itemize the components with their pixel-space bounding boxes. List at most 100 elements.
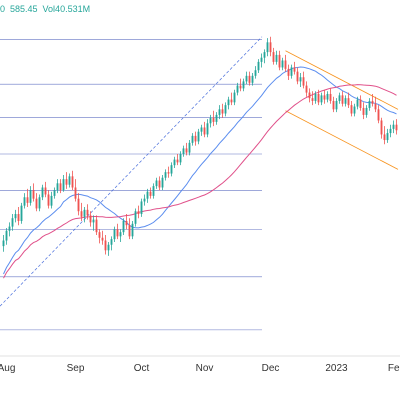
- candle: [83, 207, 86, 223]
- candle: [5, 227, 8, 245]
- candle-body: [95, 219, 98, 233]
- candle: [140, 198, 143, 217]
- candle: [200, 124, 203, 136]
- candle: [68, 173, 71, 188]
- candle: [218, 105, 221, 120]
- candle-body: [281, 60, 284, 68]
- candle: [353, 103, 356, 117]
- candle: [224, 102, 227, 117]
- candle-body: [92, 219, 95, 223]
- candle: [17, 207, 20, 226]
- candle: [239, 78, 242, 92]
- candle: [233, 89, 236, 106]
- candle: [50, 191, 53, 209]
- candle: [350, 100, 353, 117]
- candle-body: [362, 107, 365, 115]
- candle-body: [239, 85, 242, 89]
- candle-body: [80, 211, 83, 217]
- candle: [8, 222, 11, 237]
- candle-body: [155, 180, 158, 187]
- candle: [143, 194, 146, 206]
- candle-body: [50, 195, 53, 206]
- candle-body: [170, 165, 173, 174]
- x-axis: Aug Sep Oct Nov Dec 2023 Feb: [0, 355, 400, 374]
- candle-body: [74, 187, 77, 199]
- candle-body: [107, 244, 110, 251]
- candle: [368, 98, 371, 111]
- candle: [131, 221, 134, 240]
- candle: [89, 211, 92, 227]
- candle-body: [140, 201, 143, 215]
- candle: [203, 121, 206, 138]
- candle-body: [383, 134, 386, 141]
- candle: [146, 188, 149, 203]
- candle: [227, 96, 230, 110]
- candle-body: [230, 99, 233, 103]
- candle-body: [5, 230, 8, 241]
- candle: [272, 47, 275, 65]
- candle-body: [47, 194, 50, 206]
- candle: [80, 202, 83, 221]
- candle-body: [251, 75, 254, 83]
- candle-body: [194, 135, 197, 142]
- candle: [95, 215, 98, 235]
- candle-body: [14, 214, 17, 219]
- candle-body: [248, 75, 251, 83]
- candle: [125, 214, 128, 230]
- candle: [311, 91, 314, 106]
- candle-body: [326, 93, 329, 100]
- candle-body: [41, 187, 44, 198]
- candle: [173, 156, 176, 168]
- candle: [53, 187, 56, 199]
- candle-body: [20, 205, 23, 221]
- candle: [56, 179, 59, 194]
- candle: [38, 194, 41, 212]
- candle-body: [302, 77, 305, 86]
- candle: [164, 169, 167, 181]
- candle: [362, 102, 365, 120]
- candle: [11, 214, 14, 231]
- candle-body: [53, 190, 56, 196]
- candle: [122, 218, 125, 235]
- candle-body: [68, 176, 71, 185]
- candle: [248, 71, 251, 86]
- candle: [221, 103, 224, 118]
- candle-body: [104, 240, 107, 251]
- fibonacci-levels: [0, 39, 262, 331]
- candle-body: [236, 85, 239, 93]
- candle-body: [242, 81, 245, 89]
- candle: [365, 105, 368, 118]
- candle-body: [26, 197, 29, 203]
- channel-upper: [285, 50, 399, 110]
- candle: [74, 179, 77, 202]
- x-tick-label: Sep: [67, 363, 85, 374]
- candle-body: [56, 183, 59, 191]
- candle: [275, 50, 278, 65]
- candle: [251, 73, 254, 86]
- candle-body: [209, 117, 212, 124]
- candle-body: [377, 109, 380, 121]
- candle-body: [269, 42, 272, 53]
- candle: [386, 128, 389, 143]
- candle: [335, 98, 338, 113]
- x-tick-label: Oct: [134, 363, 150, 374]
- candle: [329, 88, 332, 104]
- candle-body: [152, 186, 155, 196]
- candle-body: [161, 177, 164, 188]
- candle-body: [143, 198, 146, 202]
- candle-body: [227, 99, 230, 106]
- candle: [314, 91, 317, 104]
- candle-body: [245, 75, 248, 82]
- candle: [332, 96, 335, 113]
- volume-label: Vol40.531M: [42, 4, 91, 14]
- candle: [344, 95, 347, 107]
- candle: [101, 230, 104, 245]
- candle: [182, 145, 185, 157]
- candle: [230, 92, 233, 106]
- candle-body: [89, 215, 92, 223]
- candle-body: [65, 179, 68, 185]
- candle: [110, 236, 113, 251]
- candles: [2, 36, 398, 256]
- candle: [374, 96, 377, 113]
